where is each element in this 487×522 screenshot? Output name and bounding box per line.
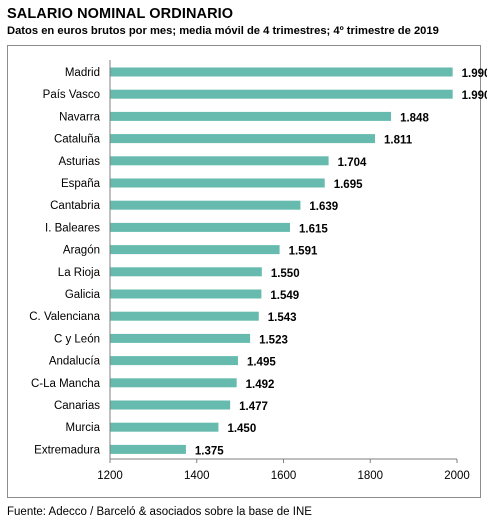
bar: [110, 89, 453, 99]
data-label: 1.990: [462, 90, 487, 102]
category-label: Cataluña: [54, 134, 101, 146]
bar: [110, 311, 259, 321]
data-label: 1.477: [239, 401, 268, 413]
source-note: Fuente: Adecco / Barceló & asociados sob…: [7, 506, 312, 518]
bar: [110, 156, 329, 166]
bar: [110, 222, 291, 232]
data-label: 1.695: [334, 179, 363, 191]
category-label: Madrid: [65, 67, 100, 79]
bar: [110, 400, 231, 410]
category-label: C-La Mancha: [31, 378, 101, 390]
data-label: 1.550: [271, 268, 300, 280]
data-label: 1.639: [309, 201, 338, 213]
category-label: Cantabria: [50, 200, 100, 212]
x-tick-label: 1600: [271, 470, 297, 482]
x-tick-label: 1800: [357, 470, 383, 482]
x-tick-label: 2000: [444, 470, 470, 482]
category-label: Galicia: [65, 289, 101, 301]
data-label: 1.615: [299, 223, 328, 235]
bar: [110, 333, 251, 343]
category-label: Extremadura: [34, 444, 100, 456]
category-label: C y León: [54, 333, 100, 345]
bar: [110, 267, 262, 277]
data-label: 1.375: [195, 445, 224, 457]
category-label: La Rioja: [58, 267, 101, 279]
x-tick-label: 1200: [97, 470, 123, 482]
chart-subtitle: Datos en euros brutos por mes; media móv…: [7, 25, 439, 37]
bar: [110, 134, 376, 144]
data-label: 1.492: [246, 379, 275, 391]
bar: [110, 422, 219, 432]
bar: [110, 289, 262, 299]
category-label: País Vasco: [43, 89, 100, 101]
data-label: 1.848: [400, 112, 429, 124]
bar: [110, 111, 392, 121]
category-label: España: [61, 178, 101, 190]
data-label: 1.704: [338, 157, 367, 169]
category-label: Andalucía: [49, 356, 101, 368]
category-label: Navarra: [59, 111, 101, 123]
category-label: Murcia: [65, 422, 100, 434]
chart-frame: [7, 45, 481, 498]
data-label: 1.591: [289, 246, 318, 258]
data-label: 1.549: [270, 290, 299, 302]
category-label: Aragón: [63, 245, 100, 257]
data-label: 1.495: [247, 357, 276, 369]
bar: [110, 378, 237, 388]
bar: [110, 200, 301, 210]
category-label: Asturias: [58, 156, 100, 168]
bar: [110, 67, 453, 77]
x-tick-label: 1400: [184, 470, 210, 482]
category-label: Canarias: [54, 400, 100, 412]
data-label: 1.990: [462, 68, 487, 80]
data-label: 1.450: [227, 423, 256, 435]
chart-title: SALARIO NOMINAL ORDINARIO: [7, 6, 234, 22]
data-label: 1.811: [384, 135, 413, 147]
category-label: C. Valenciana: [29, 311, 100, 323]
data-label: 1.543: [268, 312, 297, 324]
data-label: 1.523: [259, 334, 288, 346]
bar: [110, 245, 280, 255]
category-label: I. Baleares: [45, 222, 100, 234]
bar: [110, 356, 238, 366]
bar: [110, 444, 186, 454]
bar: [110, 178, 325, 188]
